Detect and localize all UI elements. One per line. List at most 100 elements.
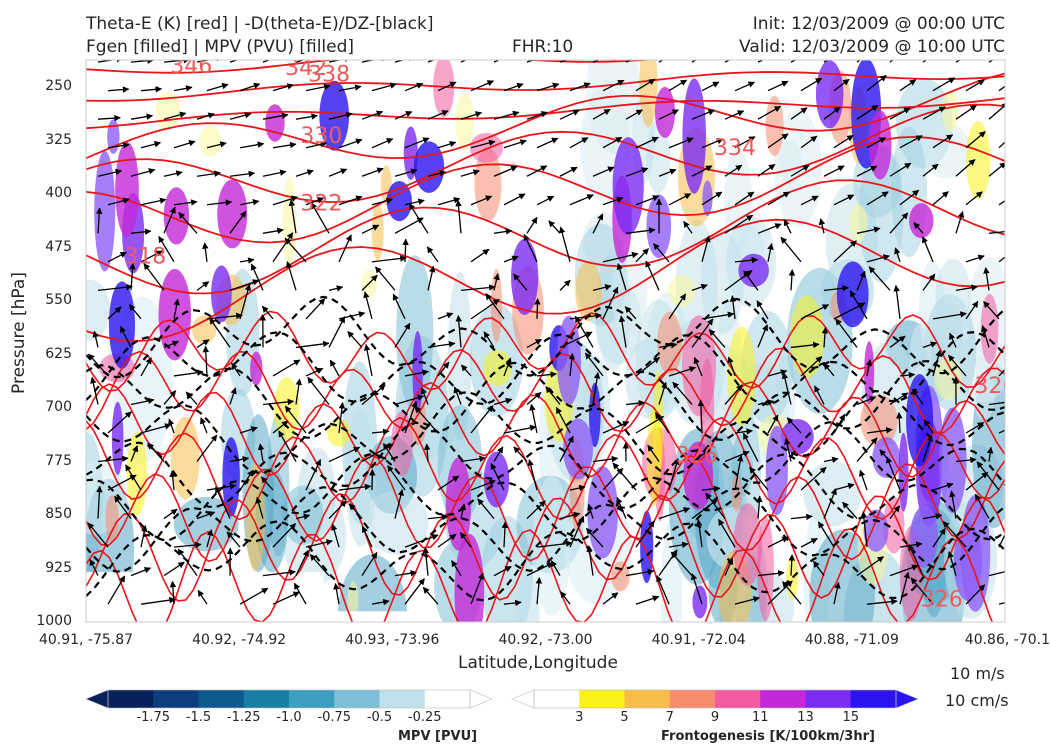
wind-vector bbox=[178, 212, 198, 234]
wind-vector bbox=[965, 422, 985, 434]
wind-vector bbox=[328, 446, 361, 463]
wind-vector bbox=[347, 331, 363, 348]
wind-vector bbox=[691, 165, 713, 177]
wind-vector bbox=[729, 295, 737, 319]
wind-vector bbox=[743, 270, 759, 291]
wind-vector bbox=[965, 471, 989, 491]
wind-vector bbox=[724, 557, 734, 576]
wind-vector bbox=[147, 442, 165, 462]
fgen-fill-patch bbox=[217, 179, 248, 249]
wind-vector bbox=[459, 531, 472, 548]
wind-vector bbox=[526, 165, 548, 177]
theta-e-contour bbox=[86, 179, 1005, 295]
wind-vector bbox=[767, 191, 791, 206]
contour-label: 318 bbox=[124, 244, 166, 269]
wind-vector bbox=[338, 234, 352, 263]
x-tick-label: 40.92, -73.00 bbox=[498, 632, 593, 648]
wind-vector bbox=[404, 369, 430, 377]
wind-vector bbox=[255, 496, 264, 519]
wind-vector bbox=[922, 273, 936, 291]
y-tick-label: 925 bbox=[45, 559, 72, 576]
wind-vector bbox=[965, 584, 986, 605]
wind-vector bbox=[361, 60, 389, 63]
wind-vector bbox=[955, 159, 976, 177]
theta-e-contour bbox=[86, 60, 654, 74]
wind-vector bbox=[559, 60, 582, 63]
wind-vector bbox=[889, 212, 909, 234]
wind-vector bbox=[526, 338, 543, 348]
wind-vector bbox=[503, 424, 537, 434]
wind-vector bbox=[781, 372, 792, 405]
wind-vector bbox=[196, 112, 215, 120]
theta-e-contour bbox=[86, 347, 1005, 434]
title-line-1: Theta-E (K) [red] | -D(theta-E)/DZ-[blac… bbox=[86, 14, 434, 34]
wind-vector bbox=[833, 194, 855, 206]
colorbar-tick-label: 15 bbox=[842, 710, 860, 725]
wind-vector bbox=[574, 315, 594, 348]
fgen-fill-patch bbox=[347, 581, 359, 618]
wind-vector bbox=[493, 60, 501, 63]
wind-vector bbox=[262, 112, 289, 120]
wind-vector bbox=[783, 437, 792, 462]
wind-vector bbox=[668, 79, 688, 92]
fgen-fill-patch bbox=[483, 451, 510, 508]
wind-vector bbox=[455, 315, 463, 348]
wind-vector bbox=[624, 306, 637, 320]
wind-vector bbox=[97, 168, 123, 177]
wind-vector bbox=[483, 331, 495, 348]
wind-vector bbox=[295, 340, 330, 349]
theta-e-contour bbox=[86, 381, 1005, 478]
wind-vector bbox=[361, 525, 373, 548]
fgen-fill-patch bbox=[192, 315, 217, 345]
wind-vector bbox=[947, 551, 957, 576]
wind-vector bbox=[625, 60, 632, 63]
wind-vector bbox=[767, 243, 774, 262]
wind-vector bbox=[559, 511, 581, 520]
colorbar-segment bbox=[534, 690, 580, 708]
fgen-fill-patch bbox=[556, 315, 582, 406]
wind-vector bbox=[690, 573, 703, 605]
wind-vector bbox=[529, 403, 538, 434]
mpv-fill-patch bbox=[935, 258, 971, 334]
wind-vector bbox=[173, 139, 196, 149]
wind-vector bbox=[974, 493, 990, 519]
wind-vector bbox=[361, 110, 384, 120]
x-tick-label: 40.91, -75.87 bbox=[38, 632, 134, 648]
wind-vector bbox=[375, 266, 396, 291]
wind-vector bbox=[535, 577, 543, 605]
mpv-fill-patch bbox=[611, 250, 648, 336]
wind-vector bbox=[899, 571, 910, 605]
wind-vector bbox=[910, 577, 934, 605]
wind-vector bbox=[859, 469, 868, 491]
wind-vector bbox=[833, 482, 855, 491]
wind-vector bbox=[305, 367, 324, 377]
colorbar-tick-label: -0.25 bbox=[407, 710, 442, 725]
wind-vector bbox=[394, 217, 424, 234]
wind-vector bbox=[683, 220, 693, 234]
wind-vector bbox=[586, 545, 594, 576]
wind-vector bbox=[899, 79, 917, 92]
wind-vector bbox=[587, 503, 594, 519]
wind-vector bbox=[757, 223, 782, 234]
wind-vector bbox=[140, 423, 172, 434]
wind-vector bbox=[226, 531, 241, 548]
wind-vector bbox=[119, 326, 132, 348]
wind-vector bbox=[422, 586, 439, 605]
wind-vector bbox=[382, 442, 396, 462]
wind-vector bbox=[790, 164, 810, 177]
fgen-fill-patch bbox=[575, 260, 602, 322]
wind-vector bbox=[701, 485, 721, 493]
wind-vector bbox=[886, 456, 901, 491]
wind-vector bbox=[800, 195, 819, 206]
wind-vector bbox=[948, 354, 967, 377]
wind-vector bbox=[426, 246, 439, 263]
wind-vector bbox=[295, 113, 318, 120]
wind-vector bbox=[835, 318, 858, 348]
wind-vector bbox=[272, 420, 289, 434]
wind-vector bbox=[818, 218, 826, 234]
wind-vector bbox=[592, 166, 615, 177]
wind-vector bbox=[800, 466, 827, 491]
wind-vector bbox=[305, 197, 325, 206]
wind-vector bbox=[503, 193, 526, 206]
wind-vector bbox=[833, 134, 854, 149]
